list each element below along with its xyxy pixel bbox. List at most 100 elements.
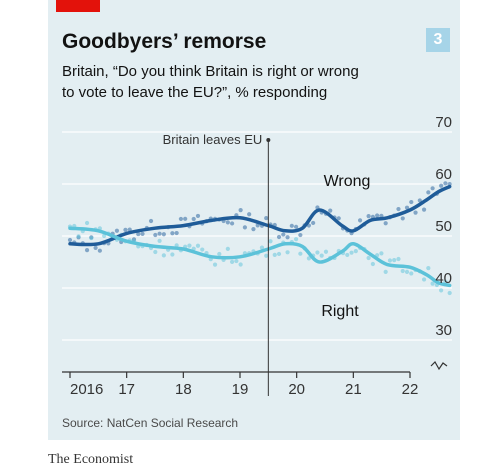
wrong-survey-point [148,218,154,224]
wrong-survey-point [191,216,196,222]
right-survey-point [387,258,393,263]
right-survey-point [396,256,401,262]
wrong-survey-point [276,234,282,240]
right-survey-point [443,279,448,284]
right-survey-point [272,252,277,257]
right-survey-point [366,255,371,261]
right-survey-point [157,238,162,243]
wrong-survey-point [264,215,269,221]
right-survey-point [268,239,273,244]
right-survey-point [315,250,320,255]
wrong-survey-point [404,205,410,210]
wrong-survey-point [298,232,303,238]
wrong-survey-point [447,181,452,187]
right-survey-point [409,271,414,276]
x-tick-label-2020: 20 [288,381,305,398]
wrong-survey-point [443,181,448,186]
wrong-survey-point [400,216,405,221]
right-survey-point [217,251,222,257]
wrong-survey-point [336,216,341,221]
survey-points [67,181,452,296]
wrong-survey-point [285,235,290,240]
right-survey-point [234,258,239,264]
source-note: Source: NatCen Social Research [62,416,239,430]
wrong-trend-line [68,184,452,247]
right-survey-point [200,247,205,252]
wrong-survey-point [421,207,427,212]
right-survey-point [349,250,354,255]
wrong-survey-point [430,186,435,191]
right-survey-point [259,245,265,250]
wrong-survey-point [409,199,414,205]
right-survey-point [447,290,452,296]
wrong-survey-point [238,207,243,213]
wrong-survey-point [183,216,188,221]
chart-subtitle-line-2: to vote to leave the EU?”, % responding [62,84,328,101]
x-tick-label-2019: 19 [232,381,249,398]
right-survey-point [323,249,329,254]
wrong-survey-point [426,190,431,195]
wrong-survey-point [396,206,401,212]
wrong-survey-point [140,231,145,236]
wrong-survey-point [357,218,363,223]
right-survey-point [379,251,384,256]
wrong-survey-point [375,213,380,218]
chart-title: Goodbyers’ remorse [62,30,267,53]
wrong-survey-point [195,213,201,219]
right-series-label: Right [321,303,359,320]
right-survey-point [89,235,94,241]
x-axis [62,371,411,378]
wrong-survey-point [281,232,286,237]
right-survey-point [170,252,175,257]
y-tick-label-70: 70 [435,114,452,131]
wrong-survey-point [328,208,333,213]
wrong-survey-point [225,220,230,225]
wrong-survey-point [123,227,128,232]
x-tick-label-2021: 21 [345,381,362,398]
gridlines [62,131,452,341]
wrong-survey-point [289,223,294,228]
wrong-survey-point [242,225,248,230]
wrong-survey-point [114,228,120,233]
right-survey-point [383,269,388,274]
right-survey-point [293,237,299,242]
y-tick-label-40: 40 [435,270,452,287]
wrong-survey-point [170,231,175,236]
wrong-survey-point [413,210,418,215]
wrong-survey-point [417,198,422,203]
wrong-survey-point [251,226,256,232]
wrong-survey-point [178,216,184,222]
wrong-survey-point [161,232,166,237]
wrong-survey-point [247,212,252,217]
x-tick-label-2016: 2016 [70,381,103,398]
wrong-survey-point [136,231,141,237]
wrong-survey-point [67,237,73,243]
chart-subtitle-line-1: Britain, “Do you think Britain is right … [62,63,359,80]
right-survey-point [161,253,166,258]
wrong-series-label: Wrong [324,173,371,190]
right-survey-point [76,234,81,239]
right-survey-point [370,261,375,267]
right-survey-point [187,243,192,248]
wrong-survey-point [366,214,371,219]
red-tag-logo [56,0,100,12]
right-survey-point [353,249,358,254]
y-tick-label-30: 30 [435,322,452,339]
right-survey-point [319,253,324,258]
wrong-survey-point [311,220,316,226]
right-survey-point [102,233,107,238]
right-survey-point [306,256,311,261]
brexit-annotation-label: Britain leaves EU [163,132,263,147]
wrong-survey-point [439,183,444,188]
brexit-marker-dot [266,138,271,142]
right-trend-line [68,226,452,288]
wrong-survey-point [230,221,235,226]
right-survey-point [439,288,444,293]
publisher-name: The Economist [48,452,134,467]
right-survey-point [400,268,405,274]
right-survey-point [392,258,397,263]
right-survey-point [238,262,243,267]
annotation-layer: Britain leaves EU [163,132,271,396]
right-survey-point [264,253,269,258]
